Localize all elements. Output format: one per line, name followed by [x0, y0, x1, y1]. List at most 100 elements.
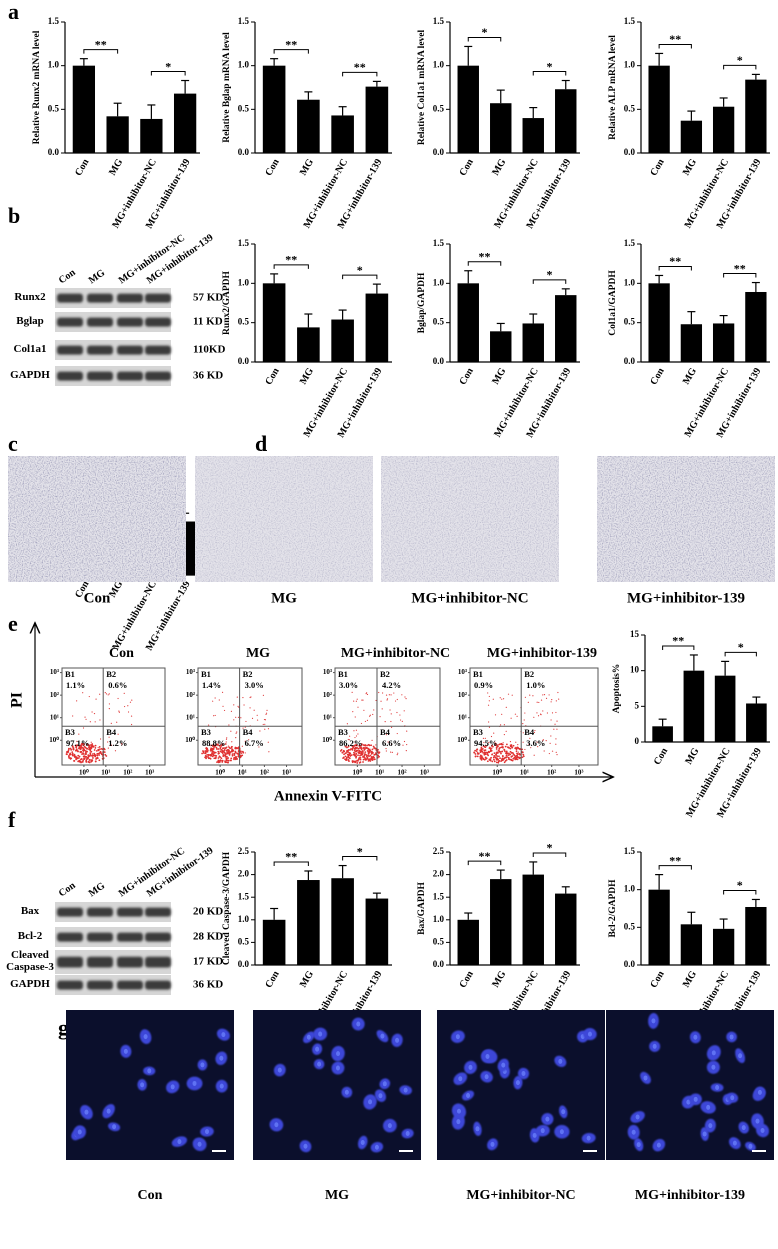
bar: [297, 99, 320, 153]
event-dot: [491, 748, 493, 750]
event-dot: [65, 751, 68, 753]
event-dot: [390, 720, 392, 723]
event-dot: [105, 693, 108, 695]
event-dot: [96, 754, 99, 757]
event-dot: [401, 720, 403, 722]
event-dot: [518, 753, 521, 755]
significance-bracket: [467, 261, 502, 266]
x-tick-label: MG: [490, 969, 508, 990]
event-dot: [70, 757, 73, 760]
event-dot: [373, 753, 376, 756]
event-dot: [492, 698, 494, 700]
band-size: 110KD: [193, 344, 225, 356]
plot-box: [197, 667, 303, 766]
quadrant-percent: 1.2%: [108, 738, 127, 748]
bar: [522, 118, 544, 153]
x-tick-label: MG: [490, 157, 508, 178]
bar: [555, 295, 577, 362]
y-tick-label: 10¹: [323, 713, 332, 721]
event-dot: [350, 748, 352, 750]
significance-bracket: [658, 43, 692, 49]
event-dot: [79, 760, 82, 763]
event-dot: [390, 751, 392, 753]
nucleus-core: [303, 1143, 308, 1149]
event-dot: [402, 744, 404, 746]
nucleus-core: [748, 1143, 753, 1149]
blot-band: [87, 345, 113, 355]
nucleus-core: [317, 1061, 322, 1067]
y-tick-label: 0.0: [624, 356, 636, 366]
event-dot: [362, 758, 365, 761]
event-dot: [517, 744, 519, 746]
image-label: MG: [271, 590, 297, 606]
event-dot: [502, 698, 505, 700]
event-dot: [522, 723, 524, 725]
event-dot: [209, 745, 211, 747]
event-dot: [553, 728, 555, 730]
event-dot: [348, 753, 351, 756]
event-dot: [394, 700, 397, 702]
x-tick-label: Con: [457, 157, 476, 178]
event-dot: [344, 745, 347, 748]
significance-label: *: [482, 25, 488, 39]
event-dot: [522, 732, 524, 734]
event-dot: [231, 745, 233, 748]
nucleus-core: [200, 1062, 205, 1068]
event-dot: [497, 749, 500, 752]
event-dot: [353, 745, 355, 748]
quadrant-percent: 94.5%: [474, 738, 497, 748]
y-axis-label: PI: [9, 692, 26, 708]
event-dot: [88, 744, 91, 747]
event-dot: [351, 748, 354, 751]
event-dot: [129, 701, 132, 703]
event-dot: [108, 703, 111, 705]
y-tick-label: 0.5: [433, 317, 445, 327]
event-dot: [367, 752, 370, 755]
lane-label: MG: [87, 880, 108, 899]
event-dot: [224, 761, 227, 764]
bar: [648, 283, 670, 362]
event-dot: [361, 699, 363, 701]
blot-band: [87, 980, 113, 990]
nucleus-core: [360, 1140, 365, 1146]
bar: [648, 65, 670, 153]
event-dot: [396, 711, 398, 714]
event-dot: [90, 746, 93, 748]
y-axis-label: Bax/GAPDH: [417, 882, 427, 935]
nucleus-core: [112, 1124, 117, 1130]
event-dot: [210, 749, 213, 752]
y-tick-label: 0.0: [238, 959, 250, 969]
event-dot: [556, 754, 558, 756]
event-dot: [536, 741, 538, 743]
row-label-box: GAPDH: [10, 978, 50, 990]
event-dot: [354, 754, 357, 757]
event-dot: [359, 761, 362, 764]
event-dot: [363, 746, 365, 749]
event-dot: [74, 744, 77, 747]
event-dot: [496, 755, 499, 758]
x-tick-label: MG: [681, 969, 699, 990]
event-dot: [107, 741, 109, 743]
event-dot: [77, 760, 80, 763]
y-tick-label: 2.5: [433, 846, 445, 856]
event-dot: [216, 748, 218, 750]
event-dot: [523, 719, 525, 721]
row-label: GAPDH: [10, 369, 50, 382]
event-dot: [497, 744, 499, 746]
nucleus-core: [656, 1142, 661, 1148]
y-tick-label: 5: [635, 700, 640, 710]
y-tick-label: 1.5: [238, 238, 250, 248]
event-dot: [493, 760, 496, 763]
image-label: MG+inhibitor-NC: [466, 1188, 575, 1203]
x-tick-label: 10⁰: [352, 769, 362, 777]
event-dot: [373, 756, 375, 759]
event-dot: [107, 747, 109, 749]
event-dot: [353, 730, 355, 732]
blot-band: [145, 907, 171, 917]
nucleus-core: [335, 1065, 340, 1071]
y-tick-label: 1.5: [433, 238, 445, 248]
event-dot: [236, 731, 238, 733]
event-dot: [486, 760, 489, 763]
y-axis-label: Apoptosis%: [612, 664, 622, 714]
nucleus-core: [170, 1084, 175, 1090]
